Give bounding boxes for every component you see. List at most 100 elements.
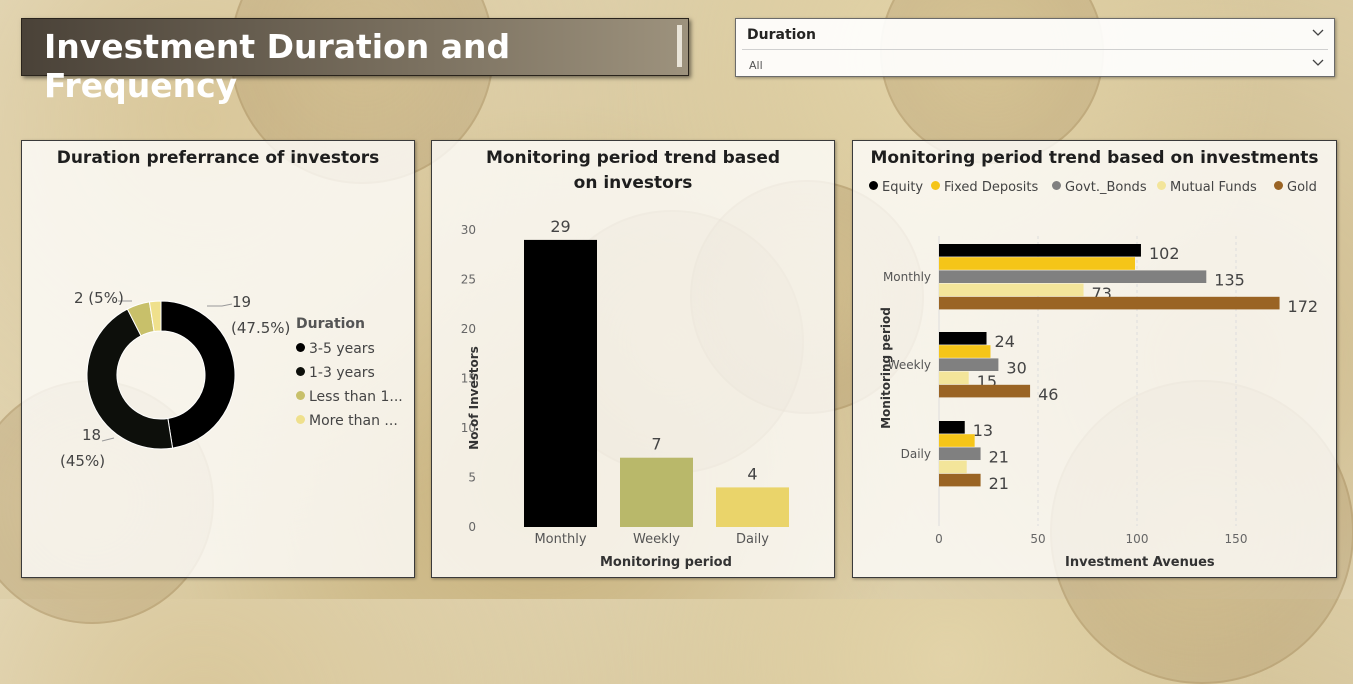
bar-data-label: 24 [995,332,1015,351]
legend-item[interactable]: Mutual Funds [1157,180,1257,195]
legend-label: Less than 1... [309,389,403,405]
bar[interactable] [939,371,969,385]
y-tick-label: 25 [461,273,476,287]
x-tick-label: Daily [736,532,769,547]
legend-item[interactable]: Fixed Deposits [931,180,1038,195]
bar[interactable] [939,434,975,447]
y-tick-label: 0 [468,520,476,534]
y-tick-label: Weekly [888,358,931,372]
legend-label: 3-5 years [309,341,375,357]
bar-data-label: 4 [747,464,757,483]
x-tick-label: 100 [1126,532,1149,546]
x-tick-label: 0 [935,532,943,546]
y-tick-label: Daily [901,447,931,461]
legend-marker [296,391,305,400]
y-tick-label: Monthly [883,270,931,284]
legend-label: Gold [1287,180,1317,195]
donut-chart-title: Duration preferrance of investors [56,148,380,168]
bar[interactable] [939,384,1031,398]
slice-percent-label: (47.5%) [231,319,291,337]
investment-bar-chart-panel: Monitoring period trend based on investm… [852,140,1337,578]
legend-marker [1274,181,1283,190]
legend-item[interactable]: Less than 1... [296,389,403,405]
page-title-banner: Investment Duration and Frequency [21,18,689,105]
donut-slice[interactable] [148,300,162,333]
legend-title: Duration [296,316,366,332]
bar[interactable] [939,345,991,358]
bar-chart: 0 5 10 15 20 25 30 29 Monthly 7 Weekly 4 Daily [461,217,789,547]
x-tick-label: Weekly [633,532,680,547]
bar[interactable] [939,473,981,487]
y-tick-label: 5 [468,471,476,485]
legend-marker [1052,181,1061,190]
leader-line [207,303,233,307]
bar[interactable] [939,244,1141,257]
bar-chart-title: Monitoring period trend based on investo… [485,148,781,193]
slice-value-label: 2 (5%) [74,289,124,307]
bar-data-label: 172 [1288,297,1319,316]
legend-marker [1157,181,1166,190]
slicer-selected-value[interactable]: All [749,59,763,72]
legend-label: Govt._Bonds [1065,180,1147,195]
y-tick-label: 20 [461,322,476,336]
legend-marker [869,181,878,190]
leader-line [101,437,115,442]
y-tick-label: 15 [461,372,476,386]
bar-data-label: 13 [973,421,993,440]
bar[interactable] [524,239,597,527]
dropdown-chevron-icon[interactable] [1312,59,1324,67]
duration-slicer[interactable]: Duration All [735,18,1335,77]
legend-item[interactable]: 1-3 years [296,365,375,381]
slice-value-label: 18 [82,426,102,444]
bar-data-label: 21 [989,474,1009,493]
slice-value-label: 19 [232,293,252,311]
title-accent-bar [677,25,682,67]
bar[interactable] [939,460,967,474]
bar[interactable] [620,457,693,527]
legend-label: Fixed Deposits [944,180,1039,195]
legend-label: More than ... [309,413,398,429]
bar[interactable] [939,358,999,371]
donut-slice[interactable] [86,308,174,450]
legend-item[interactable]: Govt._Bonds [1052,180,1147,195]
investor-bar-chart-panel: Monitoring period trend based on investo… [431,140,835,578]
legend-item[interactable]: Equity [869,180,923,195]
page-title: Investment Duration and Frequency [44,27,511,105]
legend-marker [931,181,940,190]
slicer-label: Duration [747,27,817,43]
y-axis-title: Monitoring period [878,307,893,429]
x-tick-label: 150 [1225,532,1248,546]
x-axis-title: Monitoring period [600,555,732,570]
legend-label: 1-3 years [309,365,375,381]
y-axis-title: No.of Investors [466,346,481,450]
legend-item[interactable]: 3-5 years [296,341,375,357]
bar-data-label: 30 [1006,359,1026,378]
hbar-chart: 0 50 100 150Monthly10213573172Weekly2430154… [883,236,1319,546]
bar[interactable] [939,421,965,434]
hbar-chart-title: Monitoring period trend based on investm… [870,148,1319,168]
donut-chart [86,300,236,450]
bar[interactable] [939,257,1136,270]
bar[interactable] [939,447,981,460]
bar[interactable] [939,270,1207,283]
bar[interactable] [939,283,1084,297]
x-axis-title: Investment Avenues [1065,555,1215,570]
x-tick-label: 50 [1030,532,1045,546]
legend-item[interactable]: More than ... [296,413,398,429]
bar-data-label: 29 [550,217,570,236]
slicer-divider [742,49,1328,50]
bar-data-label: 46 [1038,385,1058,404]
legend-label: Equity [882,180,924,195]
bar[interactable] [939,296,1280,310]
slice-percent-label: (45%) [60,452,106,470]
bar[interactable] [939,332,987,345]
bar-data-label: 135 [1214,271,1245,290]
y-tick-label: 10 [461,421,476,435]
bar[interactable] [716,487,789,527]
donut-slice[interactable] [160,300,236,449]
legend-marker [296,343,305,352]
chevron-down-icon[interactable] [1312,29,1324,37]
x-tick-label: Monthly [534,532,586,547]
legend-item[interactable]: Gold [1274,180,1317,195]
bar-data-label: 7 [651,435,661,454]
